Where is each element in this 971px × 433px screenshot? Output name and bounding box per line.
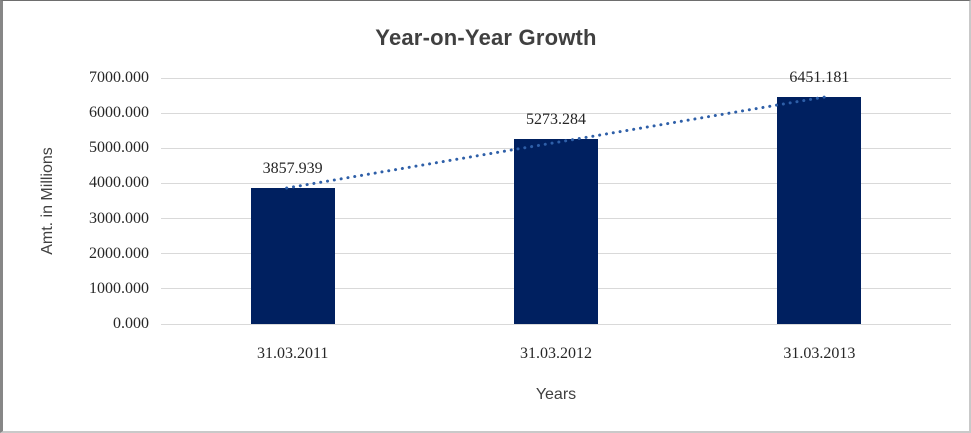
y-tick-label: 7000.000 xyxy=(89,69,149,86)
bar-value-label: 6451.181 xyxy=(789,69,850,87)
y-tick-label: 2000.000 xyxy=(89,244,149,262)
bar xyxy=(777,97,862,324)
bar-value-label: 3857.939 xyxy=(262,160,323,178)
y-tick-label: 0.000 xyxy=(113,315,149,332)
gridline xyxy=(161,77,951,79)
y-tick-label: 1000.000 xyxy=(89,279,149,297)
chart-title: Year-on-Year Growth xyxy=(375,25,597,50)
x-tick-label: 31.03.2012 xyxy=(520,345,592,362)
y-tick-label: 3000.000 xyxy=(89,209,149,227)
y-tick-label: 5000.000 xyxy=(89,139,149,157)
gridline xyxy=(161,323,951,325)
y-tick-label: 4000.000 xyxy=(89,174,149,192)
y-tick-label: 6000.000 xyxy=(89,104,149,122)
x-tick-label: 31.03.2013 xyxy=(783,345,856,362)
x-axis-title: Years xyxy=(535,386,577,403)
bar xyxy=(514,138,598,324)
bar-value-label: 5273.284 xyxy=(526,110,586,128)
x-tick-label: 31.03.2011 xyxy=(256,345,329,362)
plot-area: 0.000 1000.000 2000.000 3000.000 4000.000 500… xyxy=(3,1,969,431)
bar xyxy=(250,188,335,324)
